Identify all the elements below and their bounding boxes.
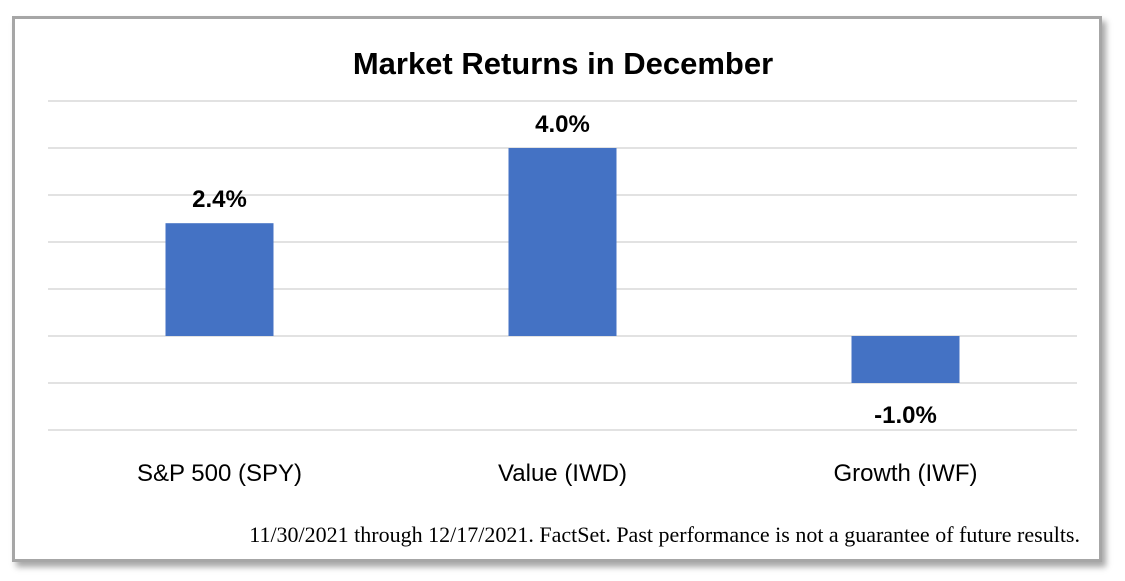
data-label: 2.4% bbox=[192, 186, 247, 213]
data-labels: 2.4% 4.0% -1.0% bbox=[192, 111, 937, 429]
category-label: Growth (IWF) bbox=[834, 460, 978, 487]
category-label: Value (IWD) bbox=[498, 460, 627, 487]
footnote: 11/30/2021 through 12/17/2021. FactSet. … bbox=[249, 522, 1080, 547]
bar bbox=[165, 223, 274, 336]
data-label: 4.0% bbox=[535, 111, 590, 138]
bar bbox=[851, 336, 960, 383]
chart-title: Market Returns in December bbox=[353, 46, 773, 81]
category-labels: S&P 500 (SPY) Value (IWD) Growth (IWF) bbox=[137, 460, 977, 487]
data-label: -1.0% bbox=[874, 402, 937, 429]
category-label: S&P 500 (SPY) bbox=[137, 460, 302, 487]
bars bbox=[165, 148, 960, 383]
bar bbox=[508, 148, 617, 336]
